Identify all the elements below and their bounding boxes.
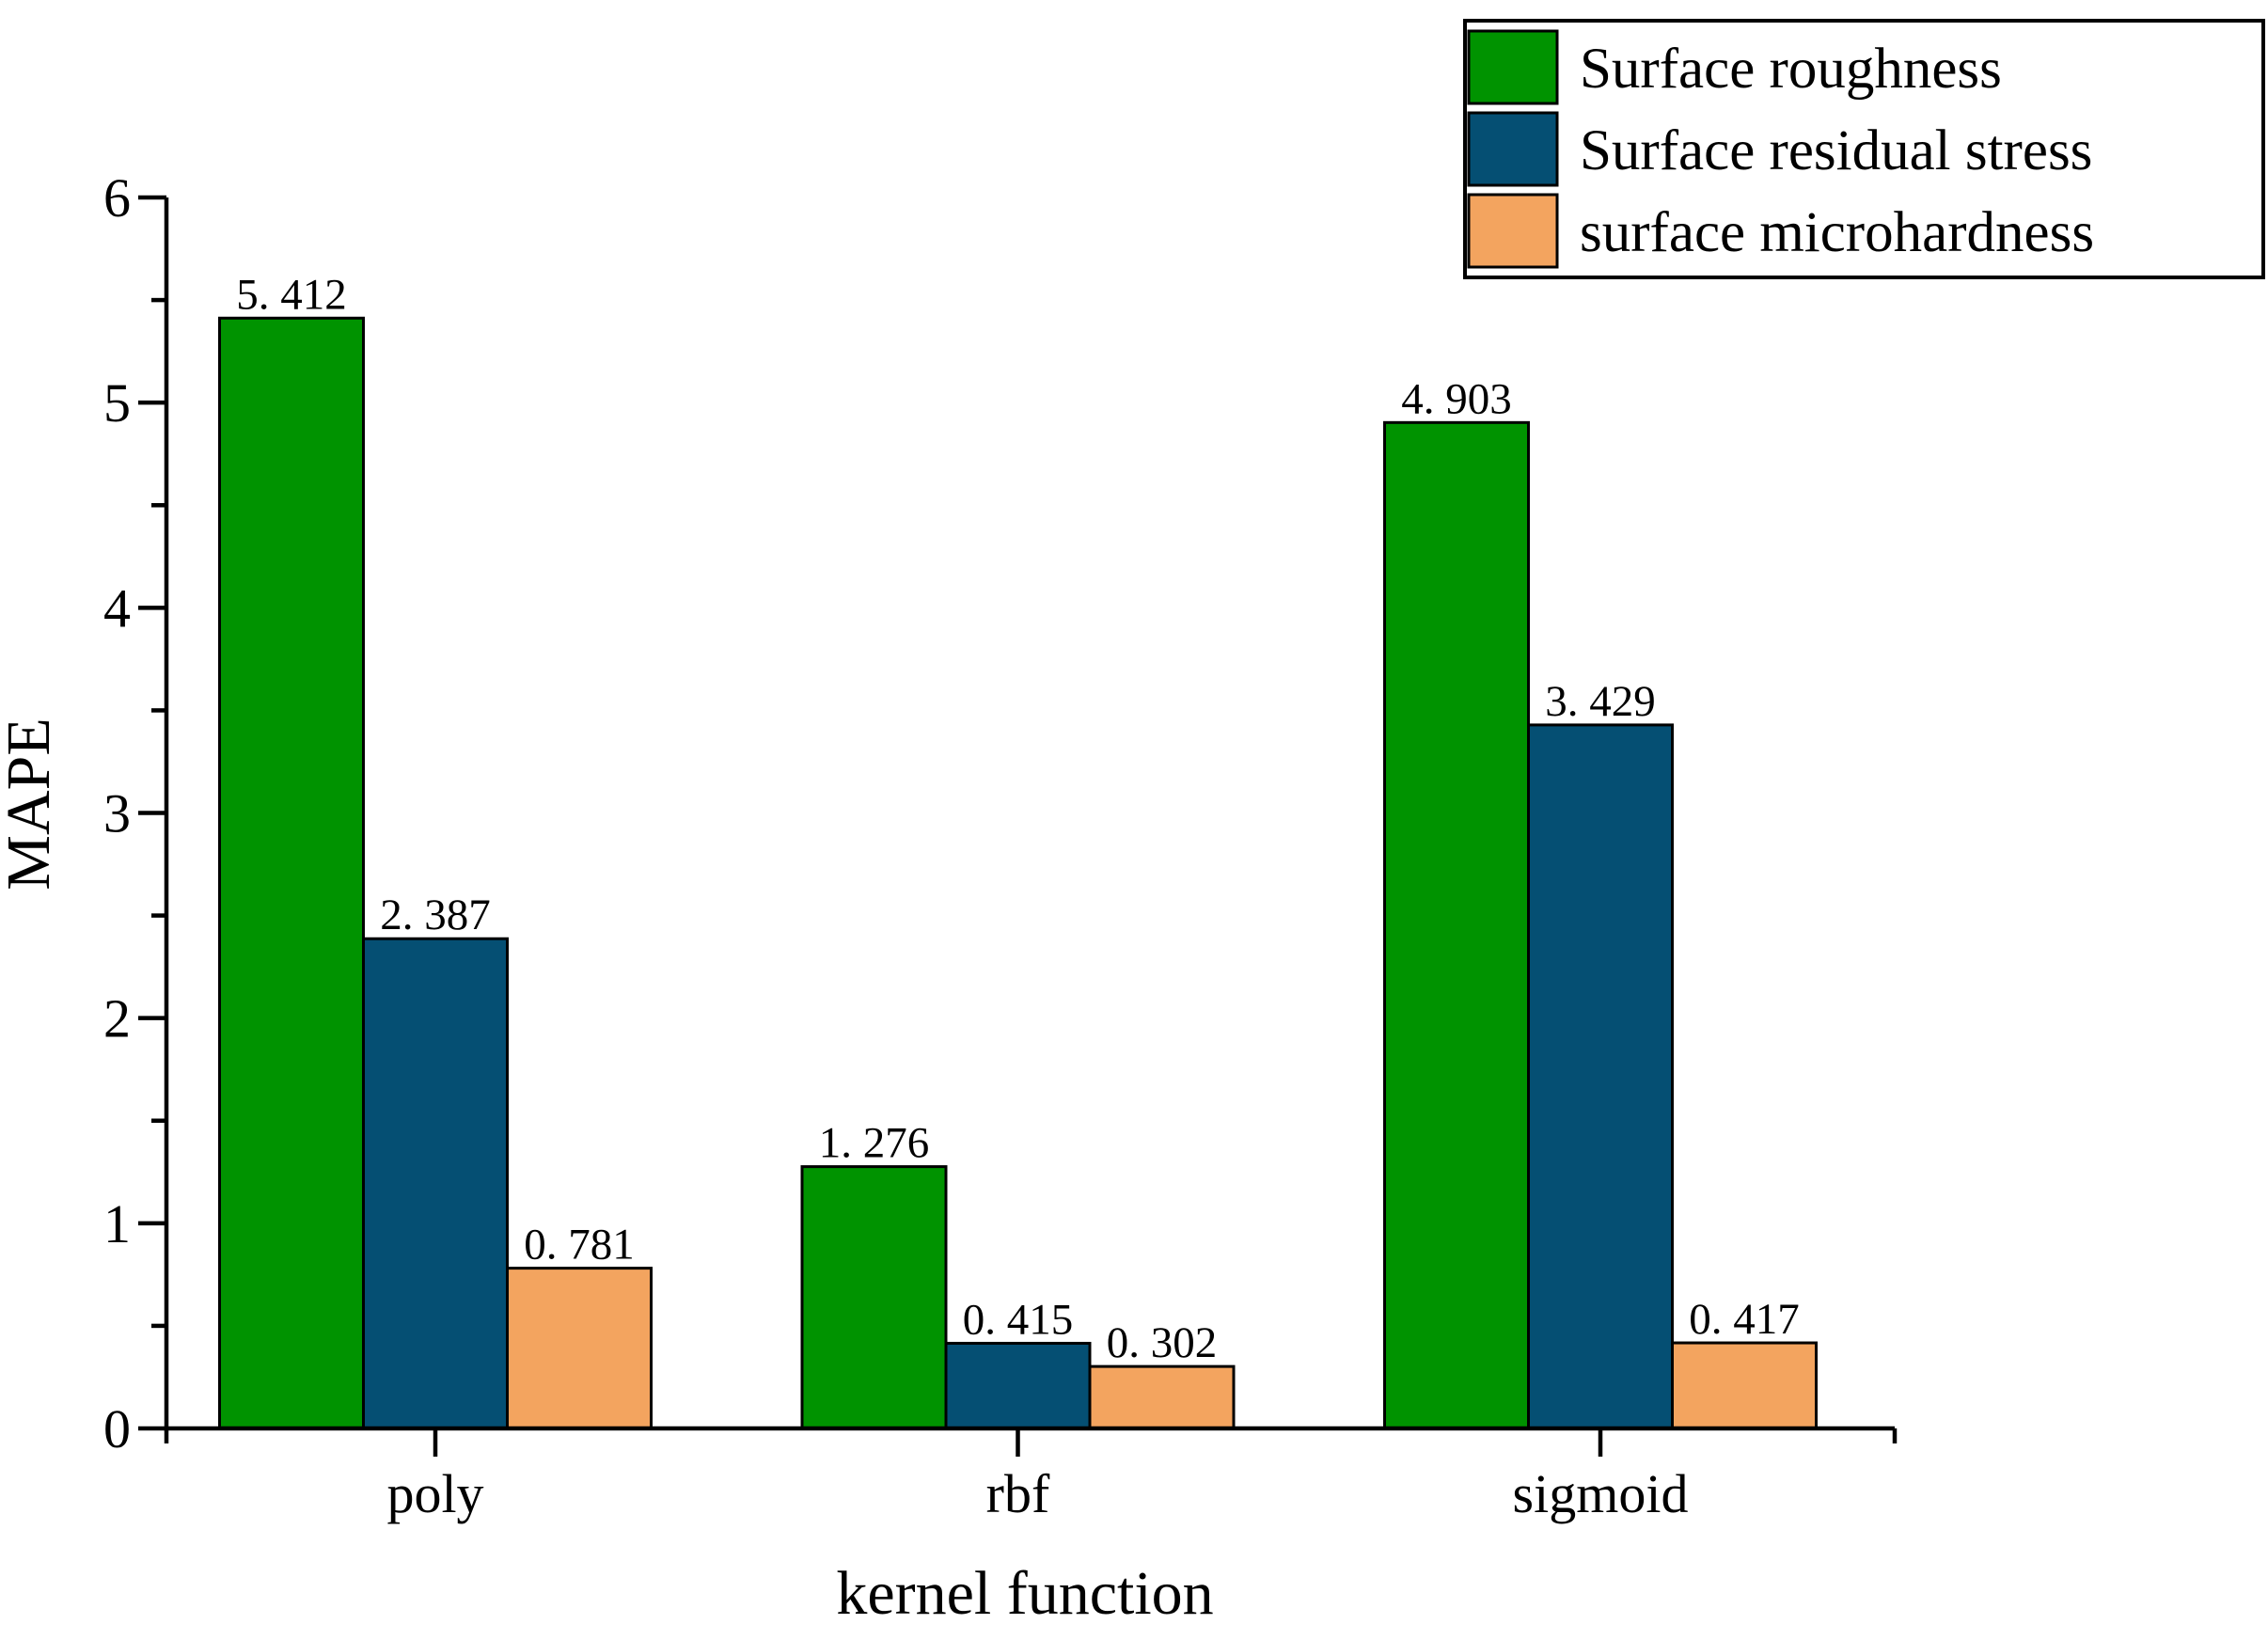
y-tick-label: 3 (103, 783, 131, 844)
legend-box (1463, 19, 2265, 279)
bar-value-label-surface-microhardness-rbf: 0. 302 (1107, 1318, 1218, 1367)
y-tick-label: 6 (103, 167, 131, 229)
bar-surface-microhardness-rbf (1088, 1364, 1236, 1430)
y-tick-label: 2 (103, 988, 131, 1049)
x-tick-label-poly: poly (386, 1463, 483, 1524)
y-axis-title: MAPE (0, 718, 63, 890)
bar-value-label-surface-residual-stress-poly: 2. 387 (380, 891, 491, 939)
bar-value-label-surface-residual-stress-sigmoid: 3. 429 (1545, 677, 1656, 726)
bar-surface-residual-stress-rbf (944, 1341, 1092, 1430)
bar-value-label-surface-roughness-rbf: 1. 276 (819, 1119, 930, 1168)
legend-label-surface-residual-stress: Surface residual stress (1580, 119, 2092, 182)
bar-value-label-surface-roughness-poly: 5. 412 (236, 270, 347, 319)
legend-label-surface-roughness: Surface roughness (1580, 38, 2002, 101)
y-tick-label: 5 (103, 372, 131, 434)
bar-surface-residual-stress-sigmoid (1527, 723, 1674, 1430)
bar-value-label-surface-roughness-sigmoid: 4. 903 (1401, 374, 1512, 423)
bar-value-label-surface-residual-stress-rbf: 0. 415 (963, 1295, 1074, 1344)
legend-label-surface-microhardness: surface microhardness (1580, 201, 2094, 264)
bar-surface-roughness-poly (218, 316, 365, 1430)
legend-swatch-surface-microhardness (1467, 193, 1559, 269)
y-tick-label: 0 (103, 1398, 131, 1459)
bar-surface-microhardness-sigmoid (1671, 1341, 1818, 1430)
bar-surface-roughness-sigmoid (1383, 420, 1530, 1430)
x-axis-title: kernel function (836, 1559, 1213, 1628)
bar-surface-microhardness-poly (506, 1267, 653, 1430)
bar-value-label-surface-microhardness-poly: 0. 781 (524, 1221, 635, 1269)
bar-value-label-surface-microhardness-sigmoid: 0. 417 (1689, 1295, 1800, 1344)
legend-swatch-surface-roughness (1467, 29, 1559, 105)
bar-surface-residual-stress-poly (362, 937, 509, 1430)
y-tick-label: 1 (103, 1193, 131, 1254)
bar-surface-roughness-rbf (800, 1165, 948, 1430)
x-tick-label-rbf: rbf (986, 1463, 1050, 1524)
x-tick-label-sigmoid: sigmoid (1513, 1463, 1689, 1524)
y-tick-label: 4 (103, 577, 131, 639)
legend-swatch-surface-residual-stress (1467, 111, 1559, 187)
